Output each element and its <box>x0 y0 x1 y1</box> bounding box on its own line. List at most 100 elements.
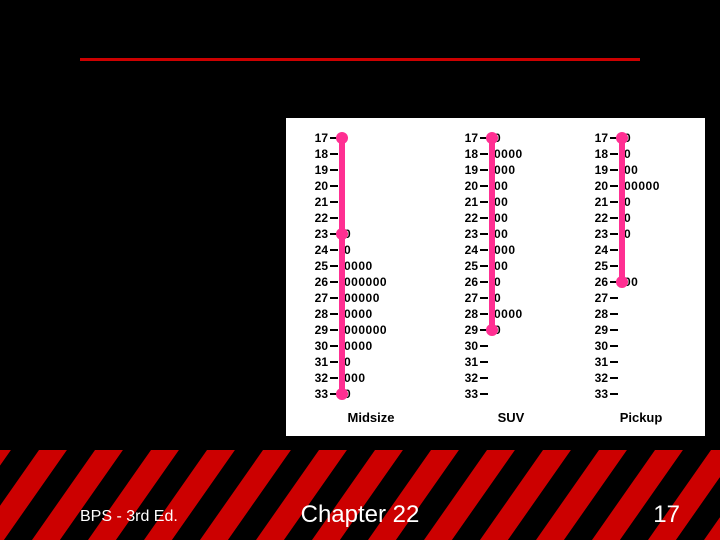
stem-leaves: 0 <box>344 243 351 257</box>
tick-mark <box>480 265 488 267</box>
tick-number: 26 <box>586 275 608 289</box>
tick-mark <box>330 217 338 219</box>
tick-mark <box>480 345 488 347</box>
chart-column: 1718192021222302402500002600000027000002… <box>306 124 436 414</box>
tick-number: 30 <box>456 339 478 353</box>
tick-number: 27 <box>456 291 478 305</box>
stem-leaves: 000 <box>494 163 516 177</box>
tick-mark <box>330 169 338 171</box>
tick-number: 23 <box>586 227 608 241</box>
tick-number: 28 <box>456 307 478 321</box>
tick-row: 280000 <box>456 306 566 322</box>
tick-row: 17 <box>306 130 436 146</box>
tick-row: 32 <box>586 370 696 386</box>
range-bar <box>619 138 625 282</box>
tick-number: 23 <box>456 227 478 241</box>
tick-row: 2000000 <box>586 178 696 194</box>
tick-row: 280000 <box>306 306 436 322</box>
tick-number: 18 <box>586 147 608 161</box>
tick-mark <box>480 201 488 203</box>
tick-mark <box>610 313 618 315</box>
tick-mark <box>610 217 618 219</box>
tick-number: 17 <box>456 131 478 145</box>
side-caption-line2: individual samples <box>40 169 220 194</box>
tick-number: 32 <box>456 371 478 385</box>
stem-leaves: 00000 <box>344 291 380 305</box>
stem-leaves: 0 <box>624 195 631 209</box>
tick-number: 24 <box>306 243 328 257</box>
range-bar <box>489 138 495 330</box>
tick-row: 2700000 <box>306 290 436 306</box>
tick-row: 28 <box>586 306 696 322</box>
tick-mark <box>610 233 618 235</box>
stem-leaves: 00 <box>494 227 508 241</box>
tick-row: 32 <box>456 370 566 386</box>
tick-row: 27 <box>586 290 696 306</box>
tick-mark <box>330 297 338 299</box>
range-endpoint <box>486 324 498 336</box>
tick-mark <box>610 345 618 347</box>
stem-leaves: 0000 <box>344 307 373 321</box>
tick-number: 31 <box>456 355 478 369</box>
tick-number: 25 <box>306 259 328 273</box>
tick-number: 28 <box>586 307 608 321</box>
tick-number: 20 <box>456 179 478 193</box>
tick-number: 31 <box>306 355 328 369</box>
tick-mark <box>480 153 488 155</box>
stem-leaves: 0000 <box>494 147 523 161</box>
tick-row: 330 <box>306 386 436 402</box>
tick-number: 20 <box>586 179 608 193</box>
tick-number: 19 <box>456 163 478 177</box>
stem-leaves: 0000 <box>344 339 373 353</box>
tick-number: 31 <box>586 355 608 369</box>
tick-row: 19 000 <box>456 162 566 178</box>
side-caption: Variation within the individual samples <box>40 140 260 195</box>
tick-number: 25 <box>456 259 478 273</box>
stem-leaves: 0 <box>494 291 501 305</box>
tick-mark <box>330 377 338 379</box>
tick-number: 24 <box>456 243 478 257</box>
tick-row: 31 <box>586 354 696 370</box>
tick-number: 21 <box>586 195 608 209</box>
slide-title: Case Study <box>0 12 720 56</box>
tick-row: 18 0000 <box>456 146 566 162</box>
range-endpoint <box>486 132 498 144</box>
tick-row: 2000 <box>456 178 566 194</box>
tick-number: 17 <box>306 131 328 145</box>
tick-mark <box>610 201 618 203</box>
tick-mark <box>610 393 618 395</box>
range-endpoint <box>336 228 348 240</box>
tick-number: 33 <box>306 387 328 401</box>
tick-row: 33 <box>456 386 566 402</box>
tick-row: 220 <box>586 210 696 226</box>
tick-row: 20 <box>306 178 436 194</box>
tick-mark <box>480 185 488 187</box>
tick-number: 25 <box>586 259 608 273</box>
tick-number: 24 <box>586 243 608 257</box>
range-endpoint <box>336 388 348 400</box>
stem-leaves: 000 <box>344 371 366 385</box>
tick-row: 250000 <box>306 258 436 274</box>
tick-mark <box>610 329 618 331</box>
tick-mark <box>610 265 618 267</box>
range-bar <box>339 138 345 394</box>
tick-row: 24000 <box>456 242 566 258</box>
tick-row: 230 <box>586 226 696 242</box>
tick-mark <box>330 329 338 331</box>
tick-row: 23 00 <box>456 226 566 242</box>
tick-row: 260 <box>456 274 566 290</box>
tick-row: 2200 <box>456 210 566 226</box>
tick-row: 1900 <box>586 162 696 178</box>
tick-mark <box>330 265 338 267</box>
tick-number: 18 <box>456 147 478 161</box>
stem-leaves: 0 <box>624 147 631 161</box>
tick-row: 2100 <box>456 194 566 210</box>
tick-number: 26 <box>306 275 328 289</box>
tick-number: 21 <box>306 195 328 209</box>
tick-row: 25 <box>586 258 696 274</box>
tick-row: 2500 <box>456 258 566 274</box>
tick-mark <box>480 377 488 379</box>
tick-number: 29 <box>586 323 608 337</box>
tick-mark <box>480 313 488 315</box>
tick-mark <box>480 393 488 395</box>
